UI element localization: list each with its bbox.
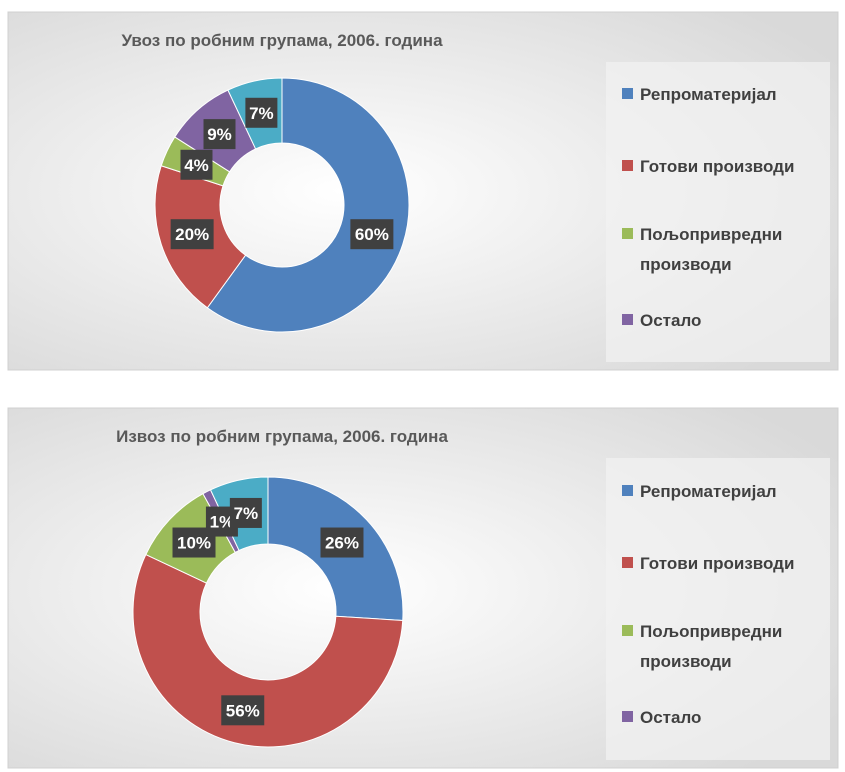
chart-title: Увоз по робним групама, 2006. година xyxy=(121,31,443,50)
legend-label: Остало xyxy=(640,311,702,330)
legend-swatch xyxy=(622,228,633,239)
legend-label: Готови производи xyxy=(640,157,795,176)
data-label: 1% xyxy=(210,513,235,532)
legend-entry: Готови производи xyxy=(622,152,840,182)
legend-box xyxy=(606,458,830,760)
legend-box xyxy=(606,62,830,362)
data-label-box xyxy=(180,149,213,180)
legend-label: Остало xyxy=(640,708,702,727)
legend-swatch xyxy=(622,557,633,568)
data-label: 26% xyxy=(325,534,359,553)
legend-entry: Пољопривредни производи xyxy=(622,220,840,280)
legend-swatch xyxy=(622,625,633,636)
data-label: 7% xyxy=(249,104,274,123)
legend-entry: Остало xyxy=(622,703,840,733)
data-label-box xyxy=(320,527,364,558)
data-label: 7% xyxy=(234,504,259,523)
data-label: 56% xyxy=(226,701,260,720)
legend-label: Готови производи xyxy=(640,554,795,573)
data-label-box xyxy=(170,219,214,250)
data-label-box xyxy=(221,695,265,726)
legend-entry: Пољопривредни производи xyxy=(622,617,840,677)
legend-entry: Репроматеријал xyxy=(622,477,840,507)
data-label-box xyxy=(245,97,278,128)
chart-title: Извоз по робним групама, 2006. година xyxy=(116,427,448,446)
legend-label: Репроматеријал xyxy=(640,85,777,104)
legend-entry: Остало xyxy=(622,306,840,336)
legend-swatch xyxy=(622,88,633,99)
legend-label: Пољопривредни производи xyxy=(640,622,783,671)
data-label-box xyxy=(203,119,236,150)
data-label: 60% xyxy=(355,225,389,244)
data-label: 10% xyxy=(177,534,211,553)
legend-entry: Репроматеријал xyxy=(622,80,840,110)
legend-label: Репроматеријал xyxy=(640,482,777,501)
legend-entry: Готови производи xyxy=(622,549,840,579)
legend-swatch xyxy=(622,160,633,171)
data-label-box xyxy=(229,497,262,528)
legend-label: Пољопривредни производи xyxy=(640,225,783,274)
legend-swatch xyxy=(622,711,633,722)
data-label-box xyxy=(350,219,394,250)
donut-segment xyxy=(132,553,404,748)
data-label: 9% xyxy=(207,125,232,144)
data-label: 4% xyxy=(184,156,209,175)
donut-segment xyxy=(206,77,410,333)
legend-swatch xyxy=(622,485,633,496)
data-label: 20% xyxy=(175,225,209,244)
legend-swatch xyxy=(622,314,633,325)
